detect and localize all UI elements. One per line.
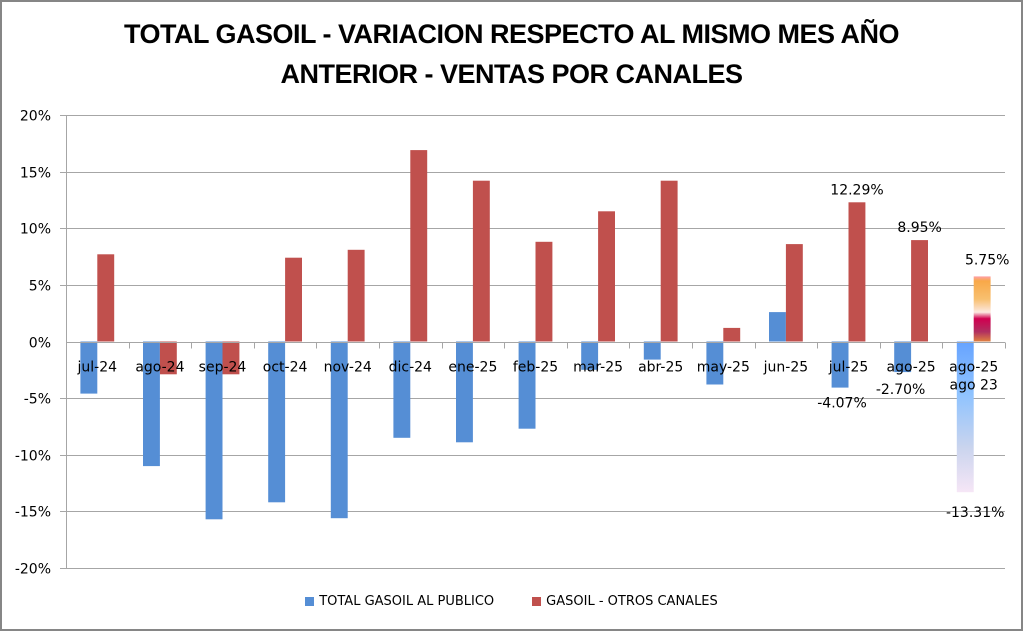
data-label: 8.95%	[897, 220, 941, 236]
legend-label: GASOIL - OTROS CANALES	[546, 594, 718, 609]
bar-total-gasoil-publico	[643, 341, 661, 360]
bar-gasoil-otros-canales	[723, 327, 741, 342]
legend: TOTAL GASOIL AL PUBLICO GASOIL - OTROS C…	[0, 594, 1023, 609]
chart-title: TOTAL GASOIL - VARIACION RESPECTO AL MIS…	[0, 14, 1023, 94]
x-tick-label: feb-25	[513, 360, 558, 376]
bar-total-gasoil-publico	[894, 341, 912, 373]
x-tick-label: dic-24	[389, 360, 432, 376]
data-label: 5.75%	[965, 252, 1009, 268]
x-tick-label: jun-25	[763, 360, 809, 376]
x-tick-label: may-25	[697, 360, 750, 376]
bar-gasoil-otros-canales	[222, 341, 240, 375]
x-tick-label: ago 23	[950, 378, 998, 394]
bar-total-gasoil-publico	[393, 341, 411, 438]
bar-total-gasoil-publico	[80, 341, 98, 394]
bar-gasoil-otros-canales	[598, 211, 615, 342]
x-tick-label: oct-24	[263, 360, 308, 376]
y-tick-label: -15%	[15, 505, 51, 521]
y-tick-label: 15%	[20, 166, 51, 182]
chart-title-line-2: ANTERIOR - VENTAS POR CANALES	[280, 59, 743, 89]
bar-gasoil-otros-canales	[973, 276, 991, 342]
bar-gasoil-otros-canales	[472, 180, 490, 342]
y-tick-label: 5%	[29, 279, 51, 295]
x-axis	[66, 342, 1006, 349]
x-tick-label: nov-24	[324, 360, 372, 376]
chart-title-line-1: TOTAL GASOIL - VARIACION RESPECTO AL MIS…	[123, 19, 900, 49]
data-label: -4.07%	[817, 396, 867, 412]
y-tick-label: -5%	[24, 392, 51, 408]
bar-gasoil-otros-canales	[785, 244, 803, 342]
bar-total-gasoil-publico	[456, 341, 473, 443]
bar-total-gasoil-publico	[330, 341, 348, 519]
data-labels: -4.07% -2.70% -13.31% 12.29% 8.95% 5.75%	[817, 182, 1009, 521]
bar-total-gasoil-publico	[518, 341, 536, 429]
legend-swatch-blue	[305, 597, 315, 606]
bar-total-gasoil-publico	[706, 341, 724, 385]
x-tick-label: abr-25	[638, 360, 683, 376]
data-label: 12.29%	[830, 182, 883, 198]
bar-total-gasoil-publico	[581, 341, 599, 370]
y-tick-label: 0%	[29, 336, 51, 352]
y-axis-ticks: 20% 15% 10% 5% 0% -5% -10% -15% -20%	[15, 109, 51, 578]
y-tick-label: -20%	[15, 562, 51, 578]
bar-gasoil-otros-canales	[535, 241, 553, 342]
bar-gasoil-otros-canales	[347, 249, 365, 342]
legend-label: TOTAL GASOIL AL PUBLICO	[319, 594, 495, 609]
x-tick-label: jul-24	[77, 360, 118, 376]
bar-total-gasoil-publico	[956, 341, 974, 493]
x-axis-labels: jul-24 ago-24 sep-24 oct-24 nov-24 dic-24 ene-…	[77, 360, 999, 394]
x-tick-label: jul-25	[828, 360, 869, 376]
x-tick-label: ago-25	[887, 360, 936, 376]
x-tick-label: ago-24	[135, 360, 184, 376]
x-tick-label: ene-25	[448, 360, 497, 376]
x-tick-label: sep-24	[199, 360, 247, 376]
bar-total-gasoil-publico	[205, 341, 223, 520]
x-tick-label: mar-25	[573, 360, 623, 376]
y-tick-label: 10%	[20, 222, 51, 238]
legend-swatch-red	[532, 597, 542, 606]
legend-item-gasoil-otros-canales[interactable]: GASOIL - OTROS CANALES	[532, 594, 718, 609]
y-tick-label: -10%	[15, 449, 51, 465]
bar-gasoil-otros-canales	[410, 150, 428, 342]
bar-gasoil-otros-canales	[97, 254, 115, 342]
data-label: -2.70%	[876, 382, 926, 398]
x-tick-label: ago-25	[949, 360, 998, 376]
bar-total-gasoil-publico	[769, 312, 786, 342]
bar-gasoil-otros-canales	[911, 240, 928, 342]
bar-total-gasoil-publico	[143, 341, 160, 467]
bar-gasoil-otros-canales	[285, 257, 302, 342]
bars	[80, 150, 991, 520]
bar-total-gasoil-publico	[831, 341, 849, 388]
bar-gasoil-otros-canales	[660, 180, 678, 342]
y-tick-label: 20%	[20, 109, 51, 125]
bar-gasoil-otros-canales	[848, 202, 866, 342]
bar-total-gasoil-publico	[268, 341, 286, 503]
legend-item-total-gasoil-publico[interactable]: TOTAL GASOIL AL PUBLICO	[305, 594, 494, 609]
bar-gasoil-otros-canales	[159, 341, 177, 375]
data-label: -13.31%	[946, 505, 1004, 521]
